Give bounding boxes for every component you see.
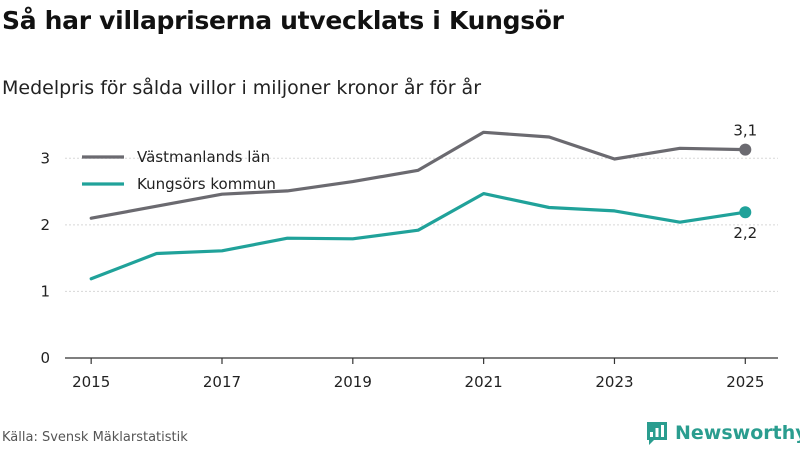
chart-subtitle: Medelpris för sålda villor i miljoner kr… — [2, 77, 482, 99]
brand-name: Newsworthy — [675, 422, 800, 444]
end-value-label: 2,2 — [733, 224, 757, 242]
x-tick-label: 2025 — [726, 373, 764, 391]
legend-label: Västmanlands län — [137, 148, 270, 166]
y-tick-label: 2 — [40, 216, 50, 234]
x-tick-label: 2019 — [334, 373, 372, 391]
y-tick-label: 0 — [40, 349, 50, 367]
y-tick-label: 3 — [40, 149, 50, 167]
x-tick-label: 2017 — [203, 373, 241, 391]
source-note: Källa: Svensk Mäklarstatistik — [2, 430, 188, 445]
x-tick-label: 2015 — [72, 373, 110, 391]
legend-label: Kungsörs kommun — [137, 175, 276, 193]
chart-title: Så har villapriserna utvecklats i Kungsö… — [2, 6, 564, 35]
series-end-point-1 — [739, 206, 752, 219]
end-value-label: 3,1 — [733, 122, 757, 140]
x-tick-label: 2023 — [595, 373, 633, 391]
y-tick-label: 1 — [40, 282, 50, 300]
x-tick-label: 2021 — [465, 373, 503, 391]
brand-logo: Newsworthy — [645, 420, 800, 446]
series-line-1 — [89, 192, 747, 281]
series-line-0 — [89, 130, 747, 220]
series-end-point-0 — [739, 143, 752, 156]
newsworthy-logo-icon — [647, 422, 667, 445]
